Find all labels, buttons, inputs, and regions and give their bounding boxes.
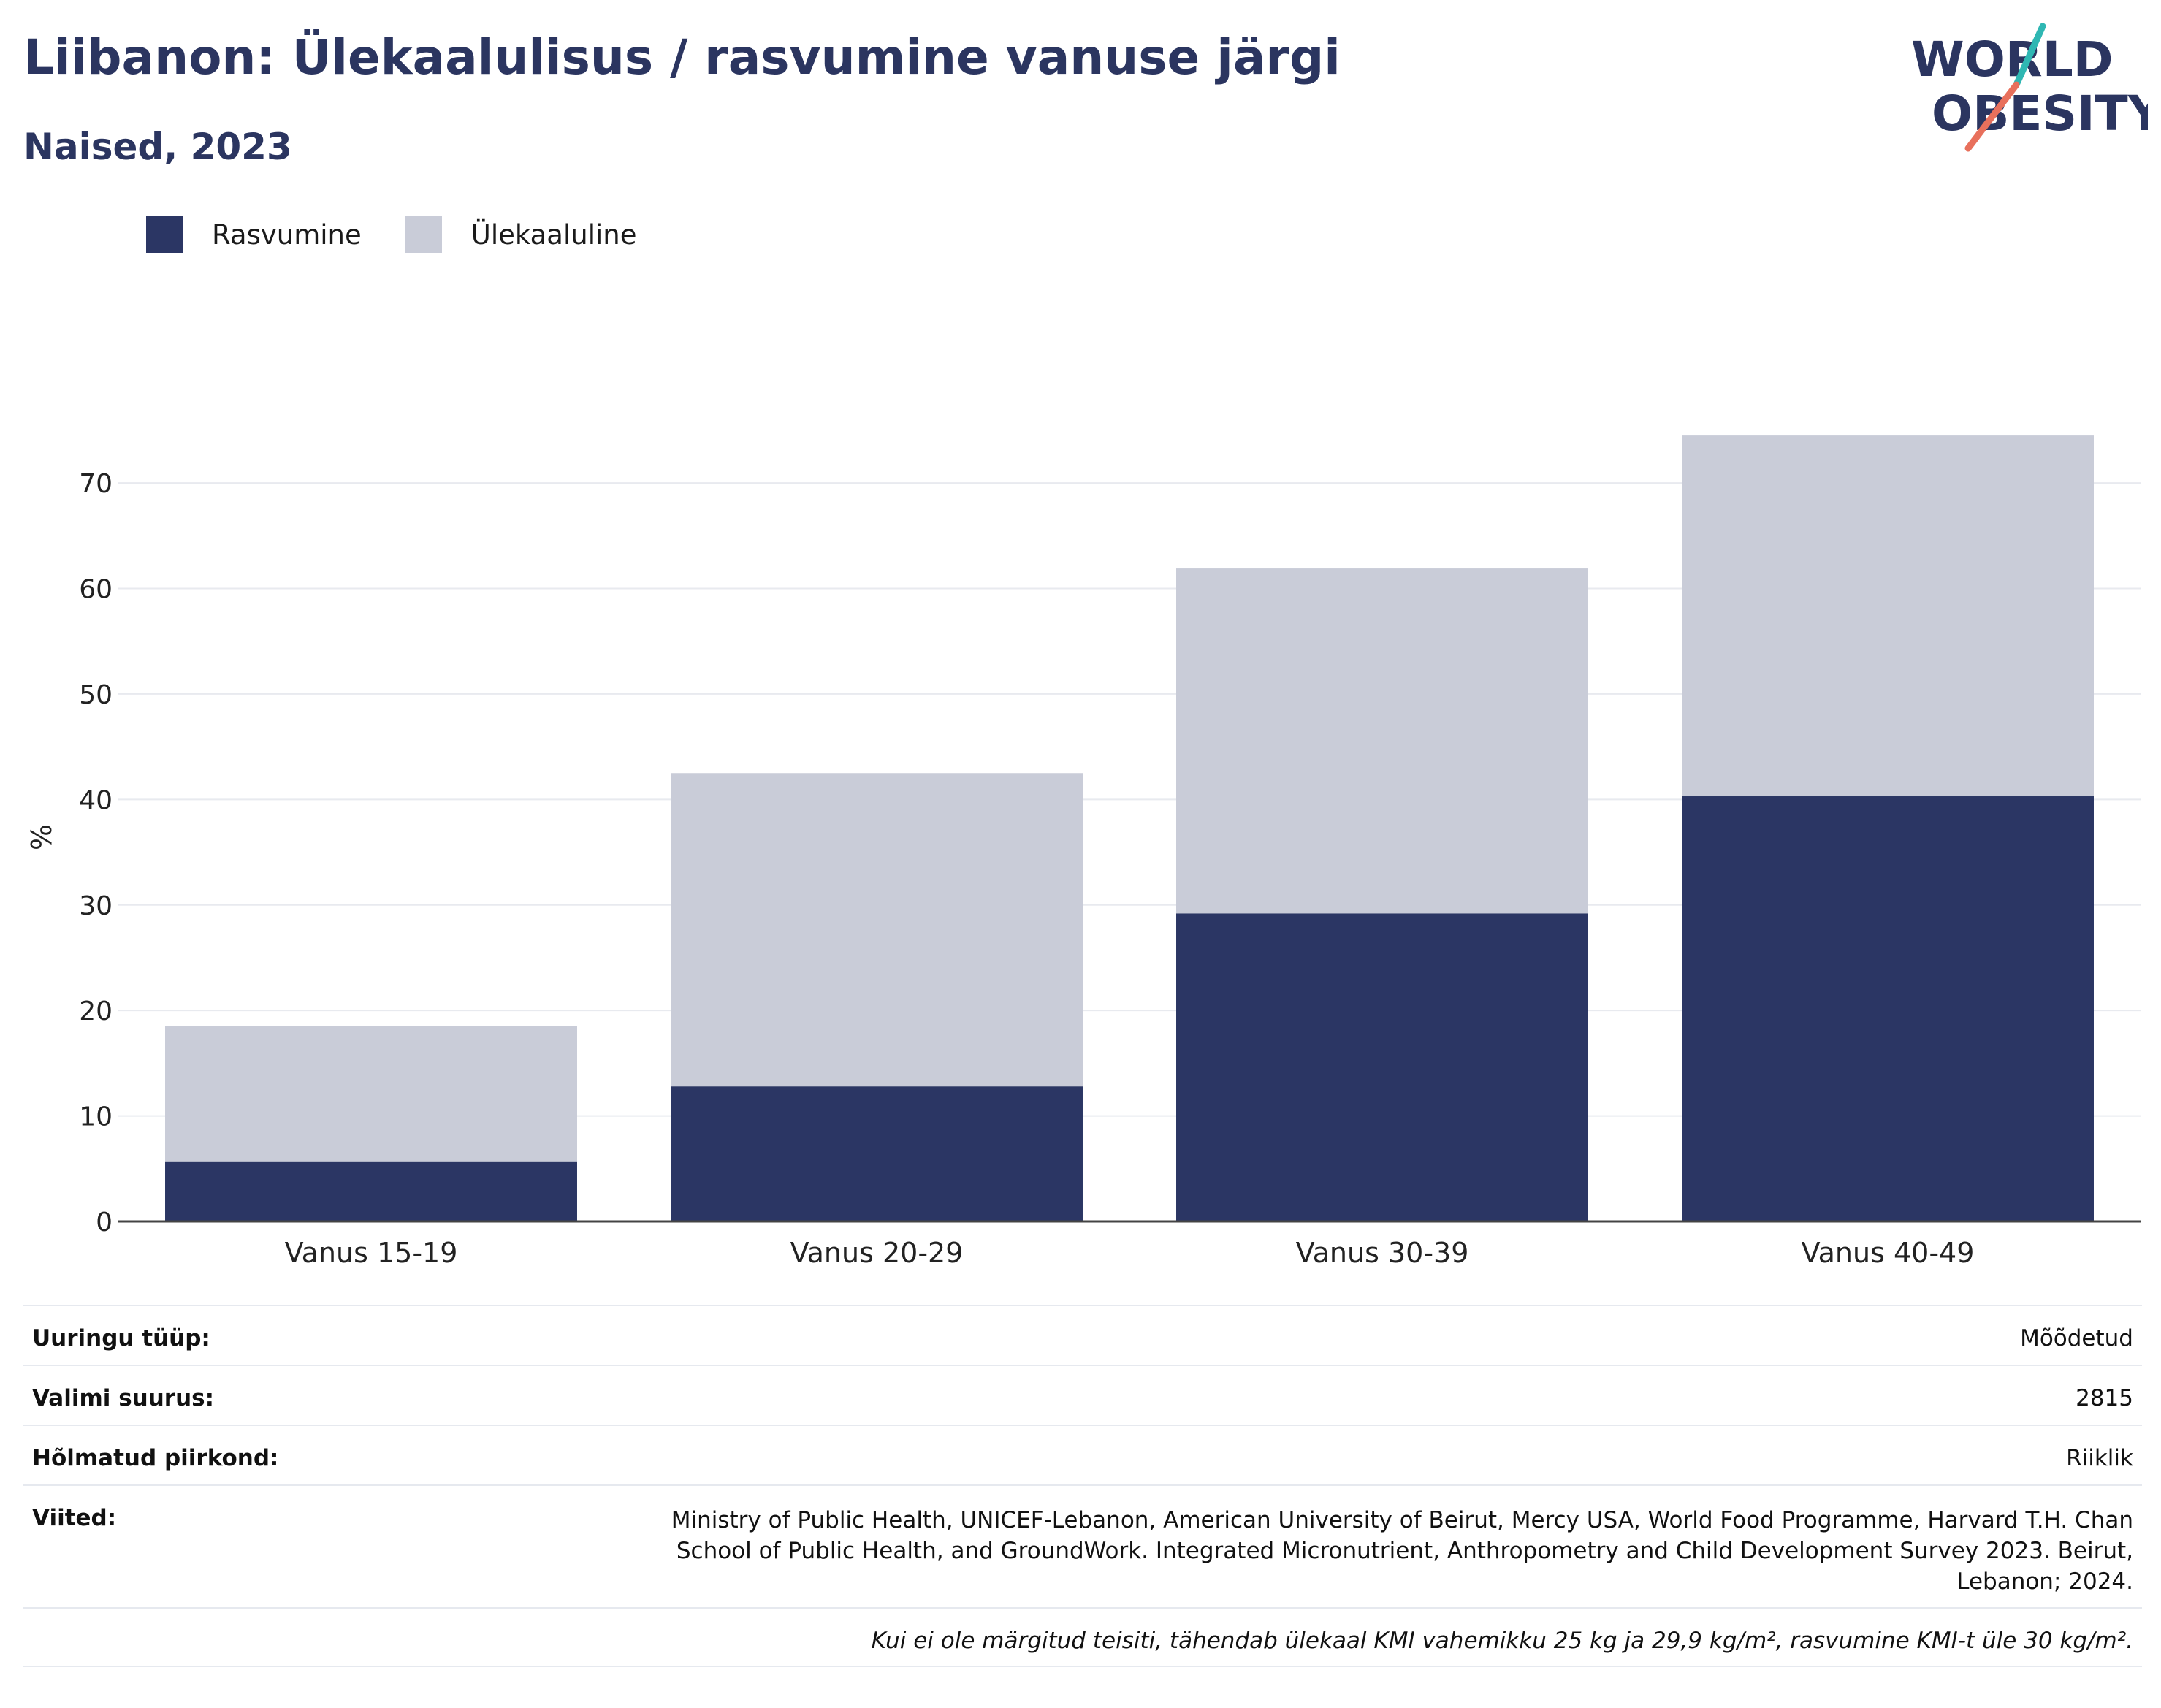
- logo-text-obesity: OBESITY: [1932, 85, 2148, 142]
- y-tick-label: 10: [79, 1102, 113, 1132]
- definition-note: Kui ei ole märgitud teisiti, tähendab ül…: [871, 1628, 2133, 1654]
- survey-type-value: Mõõdetud: [2020, 1325, 2133, 1351]
- sample-size-value: 2815: [2076, 1385, 2133, 1411]
- y-axis-title: %: [26, 824, 58, 850]
- references-value: Ministry of Public Health, UNICEF-Lebano…: [671, 1507, 2133, 1595]
- x-tick-label: Vanus 20-29: [790, 1237, 964, 1269]
- y-tick-label: 20: [79, 996, 113, 1026]
- legend-label-overweight: Ülekaaluline: [470, 218, 637, 251]
- y-tick-label: 70: [79, 469, 113, 499]
- info-row-survey-type: Uuringu tüüp: Mõõdetud: [23, 1305, 2142, 1365]
- sample-size-label: Valimi suurus:: [32, 1385, 214, 1411]
- bar-segment-obesity: [1176, 913, 1588, 1221]
- references-label: Viited:: [32, 1505, 117, 1531]
- y-tick-label: 0: [96, 1208, 113, 1238]
- survey-type-label: Uuringu tüüp:: [32, 1325, 210, 1351]
- world-obesity-logo: WORLD OBESITY: [1911, 23, 2148, 152]
- info-row-note: Kui ei ole märgitud teisiti, tähendab ül…: [23, 1607, 2142, 1667]
- x-tick-label: Vanus 15-19: [285, 1237, 458, 1269]
- legend-swatch-obesity: [146, 216, 183, 253]
- y-tick-label: 50: [79, 680, 113, 710]
- info-row-references: Viited: Ministry of Public Health, UNICE…: [23, 1484, 2142, 1607]
- legend-item-obesity[interactable]: Rasvumine: [146, 216, 362, 253]
- y-tick-label: 30: [79, 891, 113, 921]
- x-tick-label: Vanus 40-49: [1802, 1237, 1975, 1269]
- region-label: Hõlmatud piirkond:: [32, 1445, 279, 1471]
- bar-segment-obesity: [671, 1086, 1083, 1221]
- survey-info-table: Uuringu tüüp: Mõõdetud Valimi suurus: 28…: [23, 1305, 2142, 1667]
- x-tick-label: Vanus 30-39: [1296, 1237, 1469, 1269]
- page-subtitle: Naised, 2023: [23, 126, 292, 168]
- logo-slash-coral: [1964, 81, 2020, 152]
- stacked-bar-chart: 0 10 20 30 40 50 60 70% Vanus 15-19 Vanus 20-29 Va…: [26, 435, 2141, 1269]
- info-row-sample-size: Valimi suurus: 2815: [23, 1365, 2142, 1425]
- bar-segment-overweight: [1176, 568, 1588, 914]
- bar-segment-obesity: [1682, 796, 2094, 1221]
- chart-legend: Rasvumine Ülekaaluline: [146, 216, 681, 253]
- legend-label-obesity: Rasvumine: [212, 218, 362, 251]
- region-value: Riiklik: [2066, 1445, 2133, 1471]
- legend-swatch-overweight: [405, 216, 442, 253]
- y-tick-label: 40: [79, 785, 113, 815]
- legend-item-overweight[interactable]: Ülekaaluline: [405, 216, 637, 253]
- bar-segment-overweight: [671, 773, 1083, 1087]
- info-row-region: Hõlmatud piirkond: Riiklik: [23, 1425, 2142, 1484]
- logo-slash-teal: [2013, 23, 2046, 88]
- bar-segment-obesity: [165, 1161, 577, 1221]
- y-tick-label: 60: [79, 575, 113, 605]
- logo-text-world: WORLD: [1911, 31, 2114, 88]
- page-title: Liibanon: Ülekaalulisus / rasvumine vanu…: [23, 29, 1341, 85]
- bar-segment-overweight: [1682, 435, 2094, 797]
- bar-segment-overweight: [165, 1026, 577, 1162]
